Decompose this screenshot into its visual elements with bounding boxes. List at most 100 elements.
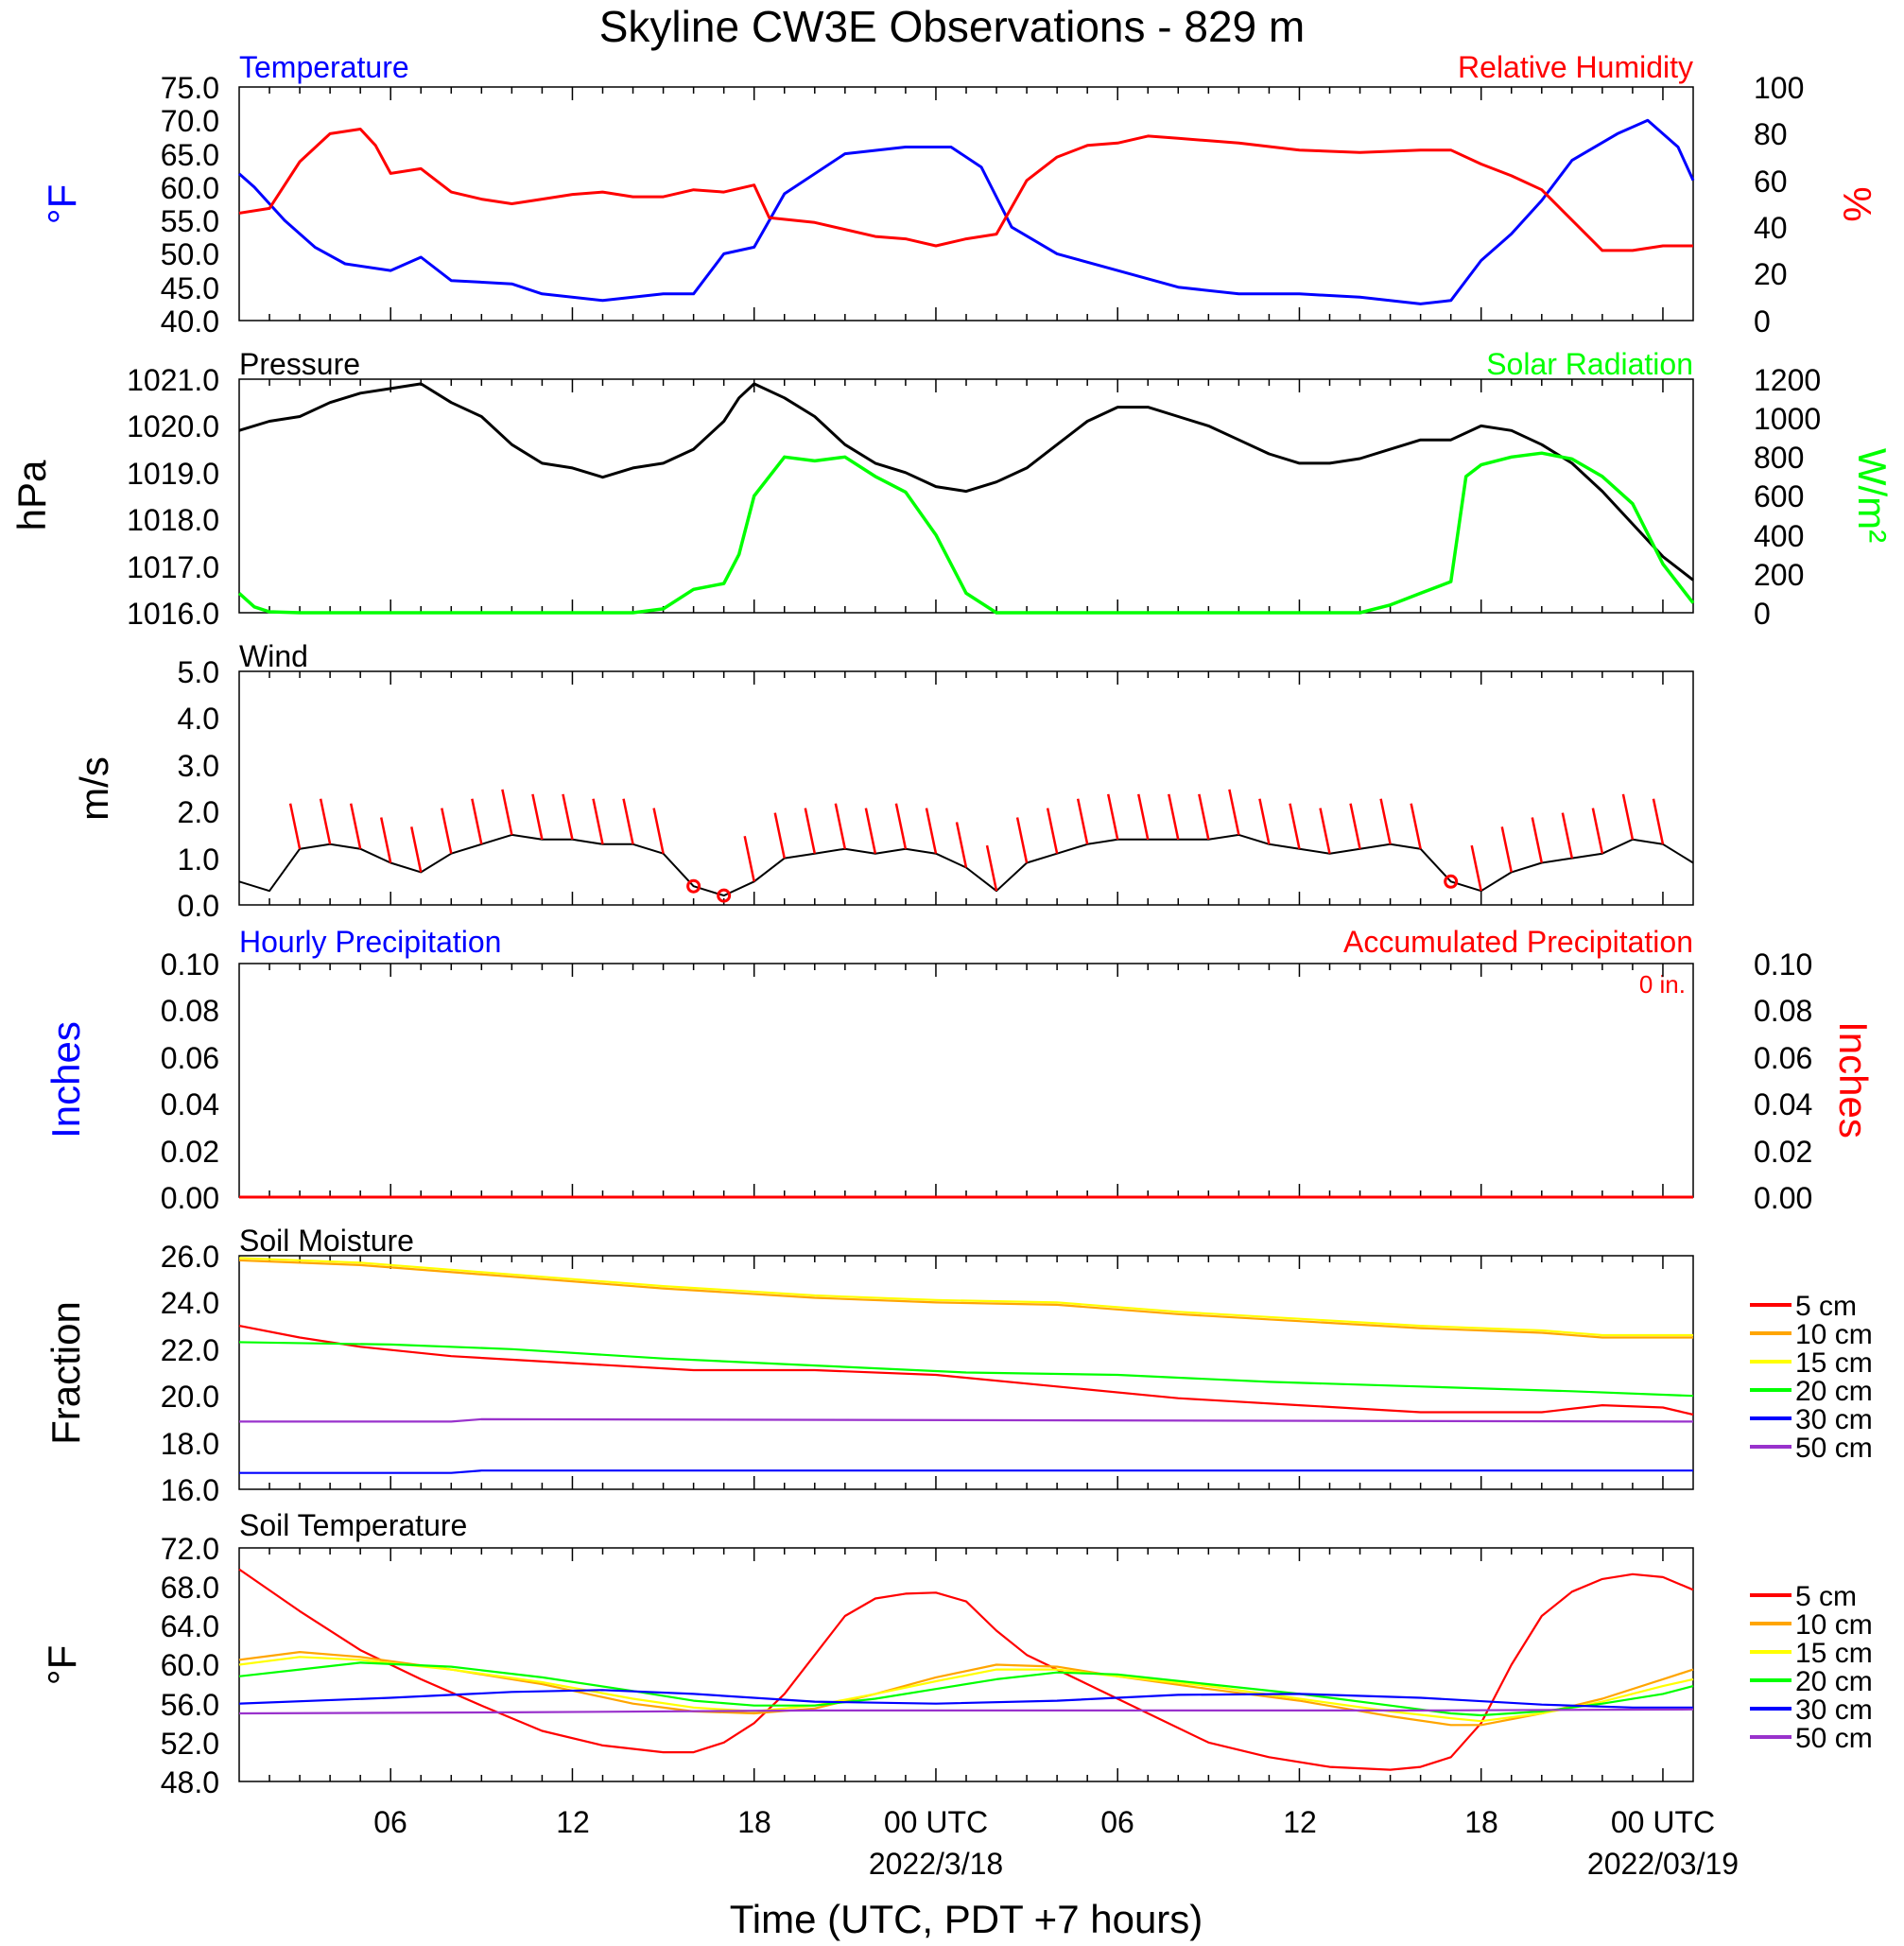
wind-barb (349, 803, 362, 849)
tick-label: 26.0 (161, 1240, 219, 1274)
tick-label: 64.0 (161, 1609, 219, 1643)
tick-label: 0.04 (161, 1087, 219, 1121)
soil-moisture-line-10cm (238, 1259, 1693, 1339)
time-tick-label: 06 (373, 1805, 407, 1839)
wind-barb (925, 808, 938, 854)
legend-label: 15 cm (1795, 1347, 1873, 1379)
hourly-precip-title: Hourly Precipitation (239, 925, 501, 959)
tick-label: 0 (1754, 597, 1771, 631)
tick-label: 48.0 (161, 1765, 219, 1799)
soil-moisture-line-20cm (238, 1341, 1694, 1398)
legend-label: 20 cm (1795, 1666, 1873, 1697)
wind-barb (1561, 812, 1574, 859)
tick-label: 100 (1754, 71, 1804, 105)
tick-label: 1018.0 (127, 503, 219, 537)
wind-barb (1137, 793, 1150, 841)
time-tick-label: 00 UTC (1611, 1805, 1715, 1839)
wind-barb (1289, 803, 1301, 849)
tick-label: 0.04 (1754, 1087, 1812, 1121)
temperature-line (238, 118, 1695, 305)
wind-speed-line (238, 833, 1694, 897)
wind-barb (1106, 793, 1119, 841)
right-axis: 100 80 60 40 20 0 (1754, 71, 1804, 339)
humidity-title: Relative Humidity (1458, 50, 1693, 84)
legend-label: 15 cm (1795, 1638, 1873, 1669)
humidity-unit: % (1835, 186, 1879, 221)
wind-barb (562, 793, 574, 841)
wind-barb (379, 817, 392, 863)
legend-label: 50 cm (1795, 1433, 1873, 1464)
tick-label: 5.0 (178, 655, 219, 689)
legend-label: 30 cm (1795, 1404, 1873, 1435)
panel-soil-temperature: Soil Temperature °F 72.0 68.0 64.0 60.0 … (40, 1508, 1873, 1799)
time-tick-label: 00 UTC (884, 1805, 988, 1839)
wind-barb (1258, 798, 1271, 845)
wind-barb (410, 826, 423, 873)
legend-label: 10 cm (1795, 1609, 1873, 1641)
right-axis: 0.10 0.08 0.06 0.04 0.02 0.00 (1754, 947, 1812, 1215)
soil-moisture-line-50cm (239, 1417, 1694, 1423)
soil-temperature-line-50cm (238, 1708, 1694, 1715)
tick-label: 70.0 (161, 104, 219, 138)
tick-label: 1017.0 (127, 550, 219, 584)
panel-precipitation: Hourly Precipitation Accumulated Precipi… (43, 925, 1876, 1215)
time-tick-label: 18 (737, 1805, 771, 1839)
plot-layer (237, 87, 1695, 1781)
soil-moisture-line-15cm (238, 1257, 1693, 1337)
left-axis: 5.0 4.0 3.0 2.0 1.0 0.0 (178, 655, 219, 923)
tick-label: 60 (1754, 165, 1788, 199)
tick-label: 1.0 (178, 843, 219, 877)
tick-label: 50.0 (161, 237, 219, 271)
time-tick-label: 18 (1464, 1805, 1498, 1839)
soil-moisture-title: Soil Moisture (239, 1224, 414, 1258)
left-axis: 26.0 24.0 22.0 20.0 18.0 16.0 (161, 1240, 219, 1507)
tick-label: 3.0 (178, 749, 219, 783)
panel-pressure-solar: Pressure Solar Radiation hPa W/m² 1021.0… (9, 347, 1895, 631)
tick-label: 0.0 (178, 889, 219, 923)
tick-label: 60.0 (161, 171, 219, 205)
tick-label: 40 (1754, 211, 1788, 245)
accum-precip-unit: Inches (1831, 1021, 1876, 1138)
temperature-title: Temperature (239, 50, 409, 84)
solar-title: Solar Radiation (1486, 347, 1693, 381)
wind-barb (773, 812, 786, 859)
time-tick-label: 12 (1283, 1805, 1317, 1839)
tick-label: 68.0 (161, 1571, 219, 1605)
tick-label: 0.06 (161, 1041, 219, 1075)
legend-label: 5 cm (1795, 1581, 1857, 1612)
calm-wind-circle (1444, 874, 1459, 889)
date-label: 2022/3/18 (869, 1847, 1003, 1881)
wind-barb (1591, 808, 1604, 854)
legend-label: 10 cm (1795, 1319, 1873, 1350)
wind-barb (1046, 808, 1059, 854)
tick-label: 40.0 (161, 304, 219, 339)
wind-barb (743, 836, 755, 882)
tick-label: 1000 (1754, 402, 1821, 436)
temperature-unit: °F (40, 184, 84, 224)
time-tick-label: 06 (1100, 1805, 1134, 1839)
tick-label: 0.02 (1754, 1135, 1812, 1169)
tick-label: 60.0 (161, 1648, 219, 1682)
wind-barb (1621, 793, 1635, 841)
tick-label: 0.00 (1754, 1181, 1812, 1215)
legend-label: 50 cm (1795, 1723, 1873, 1754)
wind-barb (288, 803, 302, 849)
calm-wind-circle (686, 878, 701, 894)
tick-label: 400 (1754, 519, 1804, 553)
left-axis: 1021.0 1020.0 1019.0 1018.0 1017.0 1016.… (127, 363, 219, 631)
wind-barb (1228, 789, 1240, 836)
tick-label: 72.0 (161, 1532, 219, 1566)
tick-label: 55.0 (161, 204, 219, 238)
solar-radiation-line (237, 451, 1695, 615)
wind-unit: m/s (72, 756, 116, 821)
soil-moisture-line-5cm (238, 1325, 1694, 1416)
wind-barb (1470, 844, 1482, 892)
tick-label: 45.0 (161, 271, 219, 305)
pressure-line (238, 382, 1694, 582)
tick-label: 1020.0 (127, 409, 219, 443)
solar-unit: W/m² (1850, 448, 1895, 543)
tick-label: 0.02 (161, 1135, 219, 1169)
wind-barb (1500, 826, 1513, 873)
tick-label: 18.0 (161, 1427, 219, 1461)
humidity-line (238, 128, 1693, 252)
